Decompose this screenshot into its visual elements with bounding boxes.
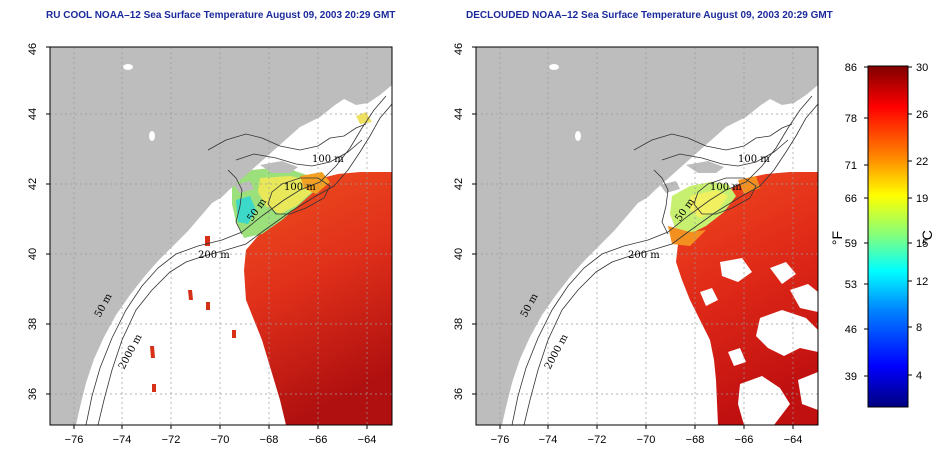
right-x-tick-label: −66 [735, 434, 754, 446]
fahrenheit-tick-label: 71 [845, 160, 857, 172]
left-x-tick-label: −64 [358, 434, 377, 446]
right-sst-warm-field [676, 172, 818, 425]
left-map-area [50, 47, 392, 425]
celsius-tick-label: 26 [916, 109, 928, 121]
right-data-gaps [700, 258, 818, 425]
fahrenheit-tick-label: 78 [845, 113, 857, 125]
right-bathymetry-contours [511, 95, 818, 425]
left-bathymetry-contours [85, 95, 392, 425]
colorbar-fahrenheit-ticks: 86 78 71 66 59 53 46 39 [845, 62, 857, 383]
right-map-panel: 100 m 100 m 50 m 200 m 50 m 2000 m −76 −… [453, 43, 819, 446]
fahrenheit-tick-label: 86 [845, 62, 857, 74]
right-contour-label: 200 m [628, 250, 660, 261]
right-map-area [476, 47, 818, 425]
right-lake [549, 64, 559, 70]
left-axis-ticks [46, 46, 368, 429]
left-contour-label: 100 m [284, 182, 316, 193]
left-map-panel: 100 m 100 m 50 m 200 m 50 m 2000 m −76 −… [27, 43, 393, 446]
left-x-tick-label: −72 [162, 434, 181, 446]
celsius-tick-label: 30 [916, 62, 928, 74]
fahrenheit-tick-label: 59 [845, 238, 857, 250]
left-lake [149, 131, 155, 141]
left-graticule [50, 47, 392, 425]
celsius-tick-label: 12 [916, 276, 928, 288]
right-map-title: DECLOUDED NOAA–12 Sea Surface Temperatur… [466, 10, 833, 21]
left-sst-shelf-cyan [236, 196, 256, 224]
left-y-tick-labels: 36 38 40 42 44 46 [27, 43, 39, 400]
fahrenheit-tick-label: 53 [845, 279, 857, 291]
left-x-tick-label: −68 [260, 434, 279, 446]
left-map-title: RU COOL NOAA–12 Sea Surface Temperature … [46, 10, 396, 21]
right-y-tick-label: 42 [453, 178, 465, 190]
fahrenheit-tick-label: 46 [845, 324, 857, 336]
left-contour-label: 200 m [198, 250, 230, 261]
right-y-tick-label: 36 [453, 388, 465, 400]
right-axis-ticks [472, 46, 794, 429]
right-x-tick-label: −74 [539, 434, 558, 446]
right-lake [575, 131, 581, 141]
left-sst-shelf-orange [300, 172, 330, 194]
left-y-tick-label: 44 [27, 108, 39, 120]
right-y-tick-label: 38 [453, 318, 465, 330]
celsius-tick-label: 8 [916, 322, 922, 334]
left-y-tick-label: 42 [27, 178, 39, 190]
left-map-frame [49, 46, 393, 426]
right-map-frame [475, 46, 819, 426]
right-x-tick-label: −72 [588, 434, 607, 446]
right-x-tick-label: −68 [686, 434, 705, 446]
colorbar: 86 78 71 66 59 53 46 39 30 26 22 19 15 1… [829, 62, 935, 408]
left-y-tick-label: 40 [27, 248, 39, 260]
right-contour-label: 100 m [738, 154, 770, 165]
right-x-tick-label: −76 [491, 434, 510, 446]
fahrenheit-tick-label: 39 [845, 371, 857, 383]
left-x-tick-label: −66 [309, 434, 328, 446]
left-lake [123, 64, 133, 70]
right-y-tick-label: 46 [453, 43, 465, 55]
left-y-tick-label: 46 [27, 43, 39, 55]
right-y-tick-labels: 36 38 40 42 44 46 [453, 43, 465, 400]
right-y-tick-label: 40 [453, 248, 465, 260]
left-sst-patch-yellow [356, 112, 372, 124]
left-x-tick-labels: −76 −74 −72 −70 −68 −66 −64 [65, 434, 377, 446]
colorbar-celsius-ticks: 30 26 22 19 15 12 8 4 [916, 62, 928, 382]
right-y-tick-label: 44 [453, 108, 465, 120]
left-x-tick-label: −74 [113, 434, 132, 446]
celsius-tick-label: 15 [916, 238, 928, 250]
left-sst-shelf-mid [258, 176, 312, 214]
colorbar-ticks [864, 66, 912, 377]
celsius-tick-label: 22 [916, 156, 928, 168]
right-graticule [476, 47, 818, 425]
left-x-tick-label: −76 [65, 434, 84, 446]
fahrenheit-tick-label: 66 [845, 193, 857, 205]
right-x-tick-labels: −76 −74 −72 −70 −68 −66 −64 [491, 434, 803, 446]
left-y-tick-label: 36 [27, 388, 39, 400]
celsius-tick-label: 4 [916, 370, 922, 382]
celsius-axis-label: °C [919, 230, 935, 246]
right-contour-label: 100 m [710, 182, 742, 193]
fahrenheit-axis-label: °F [829, 231, 845, 245]
left-x-tick-label: −70 [211, 434, 230, 446]
right-x-tick-label: −70 [637, 434, 656, 446]
celsius-tick-label: 19 [916, 193, 928, 205]
left-y-tick-label: 38 [27, 318, 39, 330]
left-contour-label: 100 m [312, 154, 344, 165]
colorbar-gradient [867, 65, 909, 408]
right-x-tick-label: −64 [784, 434, 803, 446]
